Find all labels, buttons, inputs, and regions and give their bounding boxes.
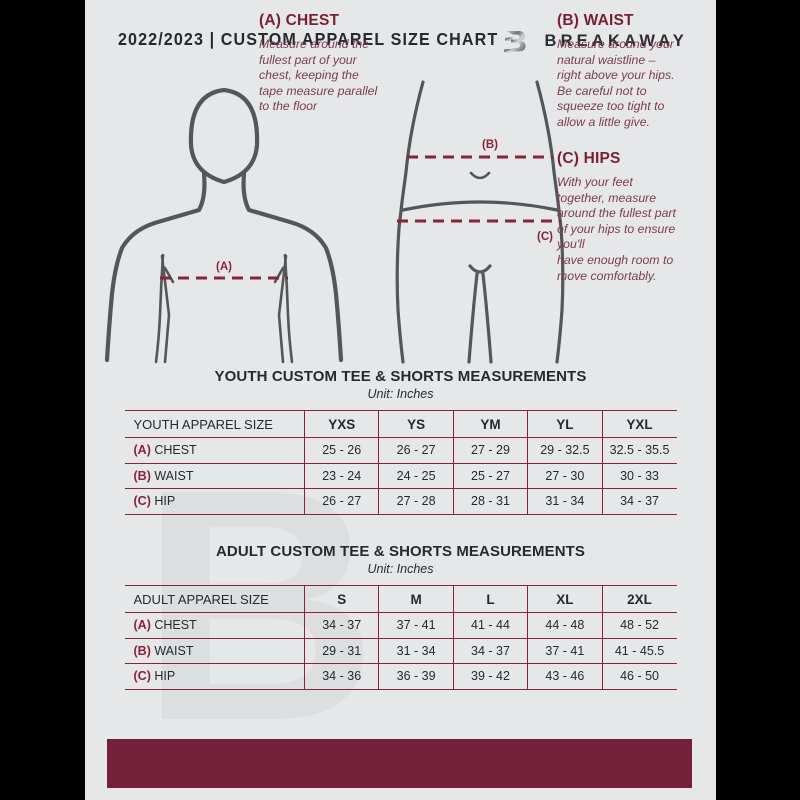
measure-tag: (A) — [133, 618, 151, 633]
youth-table-unit: Unit: Inches — [367, 387, 434, 401]
adult-cell-hip-1: 36 - 39 — [378, 663, 454, 690]
footer-bar — [107, 739, 692, 788]
page-title: 2022/2023 | CUSTOM APPAREL SIZE CHART — [118, 29, 499, 49]
adult-row-label-hip: (C) HIP — [124, 663, 305, 690]
youth-cell-waist-2: 25 - 27 — [452, 462, 529, 489]
youth-cell-waist-3: 27 - 30 — [527, 462, 603, 489]
adult-table-title: ADULT CUSTOM TEE & SHORTS MEASUREMENTS — [215, 543, 586, 560]
youth-size-header-ys: YS — [378, 410, 454, 438]
navel-mark — [469, 171, 491, 180]
adult-size-header-2xl: 2XL — [601, 585, 677, 613]
adult-cell-hip-2: 39 - 42 — [452, 663, 529, 690]
hips-marker-label: (C) — [537, 231, 553, 243]
adult-cell-chest-3: 44 - 48 — [527, 612, 603, 639]
adult-size-table: ADULT APPAREL SIZE S M L XL 2XL (A) CHEST 34 - … — [124, 585, 677, 690]
adult-cell-waist-0: 29 - 31 — [303, 637, 380, 664]
description-chest-title: (A) CHEST — [259, 12, 340, 29]
youth-size-header-ym: YM — [452, 410, 529, 438]
adult-size-header-s: S — [303, 585, 380, 613]
adult-cell-waist-4: 41 - 45.5 — [601, 637, 677, 664]
youth-measurements-section: YOUTH CUSTOM TEE & SHORTS MEASUREMENTS U… — [85, 368, 716, 515]
adult-cell-chest-1: 37 - 41 — [378, 612, 454, 639]
adult-row-hip: (C) HIP 34 - 36 36 - 39 39 - 42 43 - 46 46 - … — [124, 663, 677, 690]
adult-table-unit: Unit: Inches — [367, 562, 434, 576]
youth-size-table: YOUTH APPAREL SIZE YXS YS YM YL YXL (A) CHEST 2… — [124, 410, 677, 515]
youth-table-title: YOUTH CUSTOM TEE & SHORTS MEASUREMENTS — [214, 368, 587, 385]
youth-cell-hip-1: 27 - 28 — [378, 488, 454, 515]
description-chest-body: Measure around the fullest part of your … — [259, 37, 378, 114]
adult-cell-chest-2: 41 - 44 — [452, 612, 529, 639]
description-hips: (C) HIPS With your feet together, measur… — [557, 150, 715, 284]
adult-size-header-xl: XL — [527, 585, 603, 613]
measure-tag: (B) — [133, 643, 151, 658]
youth-cell-waist-0: 23 - 24 — [303, 462, 380, 489]
adult-cell-chest-0: 34 - 37 — [303, 612, 380, 639]
adult-header-row: ADULT APPAREL SIZE S M L XL 2XL — [124, 585, 677, 613]
adult-size-header-m: M — [378, 585, 454, 613]
youth-cell-chest-3: 29 - 32.5 — [527, 437, 603, 464]
description-waist: (B) WAIST Measure around your natural wa… — [557, 12, 712, 131]
youth-row-label-hip: (C) HIP — [124, 488, 305, 515]
youth-row-label-waist: (B) WAIST — [124, 462, 305, 489]
adult-row-label-waist: (B) WAIST — [124, 637, 305, 664]
body-diagrams: (A) (B) (C) — [85, 70, 716, 365]
youth-cell-hip-2: 28 - 31 — [452, 488, 529, 515]
youth-cell-waist-1: 24 - 25 — [378, 462, 454, 489]
measure-tag: (A) — [133, 443, 151, 458]
youth-header-row: YOUTH APPAREL SIZE YXS YS YM YL YXL — [124, 410, 677, 438]
lower-body-figure: (B) (C) — [395, 80, 565, 364]
description-hips-body: With your feet together, measure around … — [557, 175, 676, 283]
adult-size-header-label: ADULT APPAREL SIZE — [124, 585, 305, 613]
description-chest: (A) CHEST Measure around the fullest par… — [259, 12, 429, 115]
youth-cell-chest-1: 26 - 27 — [378, 437, 454, 464]
youth-cell-waist-4: 30 - 33 — [601, 462, 677, 489]
adult-cell-hip-0: 34 - 36 — [303, 663, 380, 690]
youth-size-header-yxs: YXS — [303, 410, 380, 438]
youth-cell-hip-4: 34 - 37 — [601, 488, 677, 515]
adult-row-chest: (A) CHEST 34 - 37 37 - 41 41 - 44 44 - 48 48 … — [124, 612, 677, 639]
chest-marker-label: (A) — [216, 261, 232, 273]
youth-size-header-yxl: YXL — [601, 410, 677, 438]
waist-marker-label: (B) — [482, 139, 498, 151]
youth-size-header-yl: YL — [527, 410, 603, 438]
adult-measurements-section: ADULT CUSTOM TEE & SHORTS MEASUREMENTS U… — [85, 543, 716, 690]
upper-body-figure: (A) — [104, 87, 344, 364]
brand-name: BREAKAWAY — [544, 31, 688, 50]
description-waist-title: (B) WAIST — [557, 12, 634, 29]
adult-cell-chest-4: 48 - 52 — [601, 612, 677, 639]
youth-cell-hip-0: 26 - 27 — [303, 488, 380, 515]
adult-cell-waist-1: 31 - 34 — [378, 637, 454, 664]
page-header: 2022/2023 | CUSTOM APPAREL SIZE CHART BR… — [85, 0, 716, 70]
youth-cell-chest-2: 27 - 29 — [452, 437, 529, 464]
youth-cell-hip-3: 31 - 34 — [527, 488, 603, 515]
adult-row-label-chest: (A) CHEST — [124, 612, 305, 639]
adult-cell-hip-3: 43 - 46 — [527, 663, 603, 690]
youth-row-chest: (A) CHEST 25 - 26 26 - 27 27 - 29 29 - 32.5 3… — [124, 437, 677, 464]
adult-cell-hip-4: 46 - 50 — [601, 663, 677, 690]
youth-row-hip: (C) HIP 26 - 27 27 - 28 28 - 31 31 - 34 34 - … — [124, 488, 677, 515]
youth-row-label-chest: (A) CHEST — [124, 437, 305, 464]
breakaway-logo-icon — [504, 31, 526, 53]
youth-size-header-label: YOUTH APPAREL SIZE — [124, 410, 305, 438]
youth-cell-chest-0: 25 - 26 — [303, 437, 380, 464]
adult-row-waist: (B) WAIST 29 - 31 31 - 34 34 - 37 37 - 41 41 … — [124, 637, 677, 664]
size-chart-page: B 2022/2023 | CUSTOM APPAREL SIZE CHART … — [85, 0, 716, 800]
description-hips-title: (C) HIPS — [557, 150, 621, 167]
adult-cell-waist-3: 37 - 41 — [527, 637, 603, 664]
description-waist-body: Measure around your natural waistline – … — [557, 37, 675, 129]
brand-lockup: BREAKAWAY — [501, 26, 688, 56]
measure-tag: (C) — [133, 494, 151, 509]
measure-tag: (B) — [133, 468, 151, 483]
youth-row-waist: (B) WAIST 23 - 24 24 - 25 25 - 27 27 - 30 30 … — [124, 462, 677, 489]
youth-cell-chest-4: 32.5 - 35.5 — [601, 437, 677, 464]
adult-cell-waist-2: 34 - 37 — [452, 637, 529, 664]
measure-tag: (C) — [133, 669, 151, 684]
adult-size-header-l: L — [452, 585, 529, 613]
